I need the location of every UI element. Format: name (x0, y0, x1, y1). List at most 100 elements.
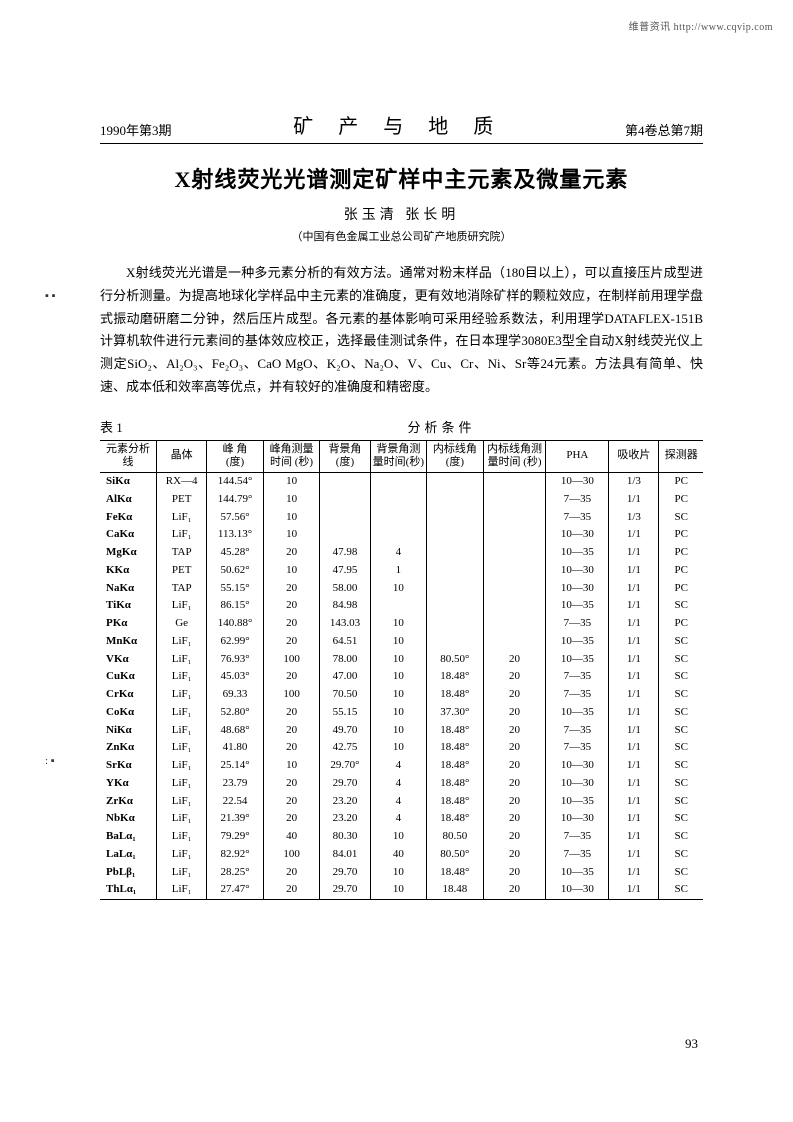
table-header-cell: 元素分析线 (100, 440, 157, 473)
table-name: 分析条件 (180, 417, 703, 436)
table-header-cell: 探测器 (659, 440, 703, 473)
table-cell: CuKα (100, 668, 157, 686)
table-cell: 23.79 (207, 775, 264, 793)
table-cell: 20 (263, 597, 320, 615)
watermark-text: 维普资讯 http://www.cqvip.com (629, 18, 773, 33)
table-cell: 144.54° (207, 473, 264, 491)
table-cell: 20 (263, 544, 320, 562)
table-cell: 25.14° (207, 757, 264, 775)
table-cell: 20 (263, 881, 320, 899)
table-cell: 1/1 (609, 864, 659, 882)
table-cell: LiF₁ (157, 526, 207, 544)
table-row: KKαPET50.62°1047.95110—301/1PC (100, 562, 703, 580)
table-cell: 7—35 (546, 509, 609, 527)
table-cell: 144.79° (207, 491, 264, 509)
table-cell: 10 (263, 509, 320, 527)
table-cell: 86.15° (207, 597, 264, 615)
page-number: 93 (685, 1036, 698, 1052)
table-cell: 1/1 (609, 668, 659, 686)
table-header-cell: PHA (546, 440, 609, 473)
table-cell: 10 (370, 828, 427, 846)
table-cell: 4 (370, 775, 427, 793)
table-row: NaKαTAP55.15°2058.001010—301/1PC (100, 580, 703, 598)
table-cell: LiF₁ (157, 633, 207, 651)
table-cell: Ge (157, 615, 207, 633)
table-cell: LiF₁ (157, 686, 207, 704)
table-cell: 1/1 (609, 633, 659, 651)
table-cell: 29.70 (320, 775, 370, 793)
table-cell: SC (659, 793, 703, 811)
table-cell: 20 (483, 704, 546, 722)
table-cell: 113.13° (207, 526, 264, 544)
table-cell: 1/1 (609, 526, 659, 544)
table-cell (483, 597, 546, 615)
table-cell: SC (659, 651, 703, 669)
table-cell: 55.15° (207, 580, 264, 598)
table-cell: LiF₁ (157, 597, 207, 615)
runhead-center: 矿 产 与 地 质 (293, 110, 503, 139)
table-cell: 27.47° (207, 881, 264, 899)
table-cell: 10 (370, 686, 427, 704)
table-cell: 70.50 (320, 686, 370, 704)
table-cell: 20 (263, 615, 320, 633)
table-cell (370, 526, 427, 544)
table-header-cell: 内标线角测量时间 (秒) (483, 440, 546, 473)
table-cell: LiF₁ (157, 864, 207, 882)
table-cell: LiF₁ (157, 651, 207, 669)
table-cell: PET (157, 562, 207, 580)
table-cell: SC (659, 668, 703, 686)
table-row: BaLα₁LiF₁79.29°4080.301080.50207—351/1SC (100, 828, 703, 846)
table-cell: MgKα (100, 544, 157, 562)
table-cell: LiF₁ (157, 846, 207, 864)
table-cell: 78.00 (320, 651, 370, 669)
table-cell (370, 473, 427, 491)
running-head: 1990年第3期 矿 产 与 地 质 第4卷总第7期 (100, 110, 703, 144)
table-cell (320, 526, 370, 544)
table-cell: ZrKα (100, 793, 157, 811)
table-row: SrKαLiF₁25.14°1029.70°418.48°2010—301/1S… (100, 757, 703, 775)
table-cell: 7—35 (546, 846, 609, 864)
table-cell: 20 (263, 633, 320, 651)
table-cell: 80.50° (427, 651, 484, 669)
table-cell (483, 509, 546, 527)
table-cell: SC (659, 810, 703, 828)
table-cell: 55.15 (320, 704, 370, 722)
table-cell: LiF₁ (157, 757, 207, 775)
table-cell: 4 (370, 544, 427, 562)
table-row: FeKαLiF₁57.56°107—351/3SC (100, 509, 703, 527)
table-cell: 7—35 (546, 722, 609, 740)
table-cell (427, 544, 484, 562)
table-cell: 23.20 (320, 793, 370, 811)
table-cell: 10 (263, 526, 320, 544)
table-cell: 18.48° (427, 668, 484, 686)
table-cell: 10 (370, 704, 427, 722)
table-cell: 40 (263, 828, 320, 846)
table-cell: 40 (370, 846, 427, 864)
table-cell: 10 (370, 864, 427, 882)
table-row: PbLβ₁LiF₁28.25°2029.701018.48°2010—351/1… (100, 864, 703, 882)
table-cell: LiF₁ (157, 828, 207, 846)
table-cell (427, 509, 484, 527)
table-header-cell: 吸收片 (609, 440, 659, 473)
table-cell: 45.28° (207, 544, 264, 562)
table-cell: 10 (370, 739, 427, 757)
table-cell: 20 (263, 704, 320, 722)
table-cell: 20 (263, 739, 320, 757)
analysis-conditions-table: 元素分析线晶体峰 角(度)峰角测量时间 (秒)背景角(度)背景角测量时间(秒)内… (100, 440, 703, 901)
table-cell: 100 (263, 686, 320, 704)
table-row: NbKαLiF₁21.39°2023.20418.48°2010—301/1SC (100, 810, 703, 828)
table-row: CaKαLiF₁113.13°1010—301/1PC (100, 526, 703, 544)
table-cell: LiF₁ (157, 509, 207, 527)
table-cell: PbLβ₁ (100, 864, 157, 882)
table-cell: 10—35 (546, 793, 609, 811)
runhead-right: 第4卷总第7期 (625, 120, 703, 139)
table-cell: LiF₁ (157, 881, 207, 899)
table-cell: 80.50° (427, 846, 484, 864)
table-cell: 84.01 (320, 846, 370, 864)
table-cell: 22.54 (207, 793, 264, 811)
table-cell: 10—35 (546, 633, 609, 651)
table-cell: 29.70° (320, 757, 370, 775)
table-cell: 18.48° (427, 810, 484, 828)
table-cell: 18.48° (427, 864, 484, 882)
table-cell: PC (659, 491, 703, 509)
